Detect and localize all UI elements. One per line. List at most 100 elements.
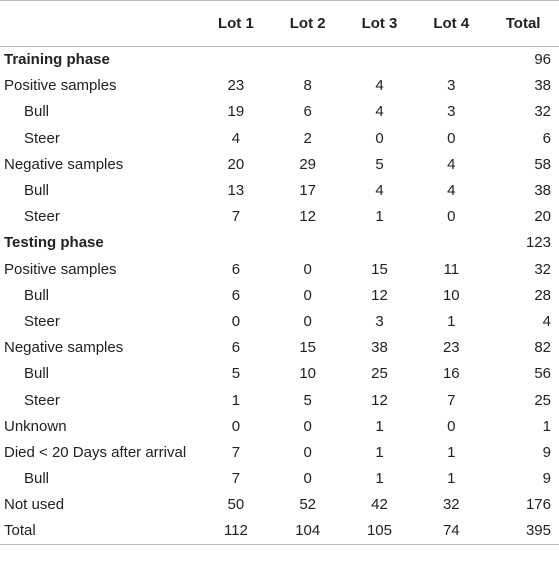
header-total: Total [487,0,559,47]
total-cell: 25 [534,391,551,409]
lot-3-cell: 1 [375,470,384,488]
table-row: Training phase 96 [0,47,559,73]
lot-2-cell: 2 [303,129,312,147]
row-label: Bull [24,182,50,200]
total-cell: 4 [542,312,551,330]
lot-4-cell: 3 [447,77,456,95]
lot-3-cell: 4 [375,77,384,95]
lot-1-cell: 20 [227,155,245,173]
row-label: Bull [24,103,50,121]
lot-2-cell [272,230,344,256]
lot-3-cell: 5 [375,155,384,173]
total-cell: 176 [525,496,551,514]
lot-4-cell: 16 [442,365,460,383]
table-row: Negative samples 20 29 5 4 58 [0,151,559,177]
total-cell: 58 [534,155,551,173]
lot-4-cell: 0 [447,208,456,226]
lot-2-cell: 0 [303,443,312,461]
row-label: Not used [4,496,65,514]
table-row: Unknown 0 0 1 0 1 [0,413,559,439]
table-row: Bull 19 6 4 3 32 [0,99,559,125]
row-label: Positive samples [4,77,117,95]
lot-3-cell: 15 [371,260,388,278]
lot-2-cell: 17 [299,182,317,200]
lot-4-cell: 7 [447,391,456,409]
lot-1-cell: 112 [200,517,272,545]
lot-2-cell: 8 [303,77,312,95]
section-label: Training phase [4,51,110,69]
lot-1-cell: 6 [231,260,241,278]
lot-4-cell: 1 [447,470,456,488]
lot-3-cell: 3 [375,312,384,330]
total-cell: 96 [534,51,551,69]
lot-1-cell: 23 [227,77,245,95]
lot-3-cell: 1 [375,443,384,461]
lot-3-cell: 25 [371,365,388,383]
table-row: Total 112 104 105 74 395 [0,517,559,545]
row-label: Steer [24,312,60,330]
lot-3-cell: 42 [371,496,388,514]
table-row: Steer 7 12 1 0 20 [0,204,559,230]
table-row: Positive samples 23 8 4 3 38 [0,73,559,99]
total-cell: 6 [542,129,551,147]
lot-2-cell: 0 [303,286,312,304]
lot-1-cell: 13 [227,182,245,200]
row-label: Negative samples [4,339,124,357]
lot-4-cell: 0 [447,417,456,435]
lot-3-cell: 1 [375,417,384,435]
lot-3-cell: 12 [371,391,388,409]
lot-4-cell: 4 [447,182,456,200]
table-body: Training phase 96 Positive samples 23 8 4 3 38 B… [0,47,559,545]
total-cell: 56 [534,365,551,383]
row-label: Bull [24,286,50,304]
header-lot-3: Lot 3 [343,0,416,47]
row-label: Positive samples [4,260,117,278]
lot-1-cell: 0 [231,312,241,330]
table-row: Steer 1 5 12 7 25 [0,387,559,413]
total-cell: 395 [487,517,559,545]
total-cell: 28 [534,286,551,304]
header-label [0,0,200,47]
header-lot-2: Lot 2 [271,0,344,47]
table-row: Bull 6 0 12 10 28 [0,282,559,308]
header-row: Lot 1 Lot 2 Lot 3 Lot 4 Total [0,0,559,47]
lot-1-cell: 7 [231,470,241,488]
lot-4-cell: 4 [447,155,456,173]
lot-2-cell [272,47,344,73]
total-cell: 38 [534,182,551,200]
row-label: Unknown [4,417,67,435]
total-cell: 32 [534,260,551,278]
header-lot-4: Lot 4 [415,0,488,47]
lot-1-cell: 0 [231,417,241,435]
section-label: Testing phase [4,234,104,252]
total-cell: 1 [542,417,551,435]
table-row: Bull 7 0 1 1 9 [0,466,559,492]
header-lot-1: Lot 1 [200,0,272,47]
lot-1-cell: 6 [231,286,241,304]
lot-4-cell: 0 [447,129,456,147]
total-cell: 82 [534,339,551,357]
row-label: Total [0,517,200,545]
table-row: Died < 20 Days after arrival 7 0 1 1 9 [0,439,559,465]
data-table: Lot 1 Lot 2 Lot 3 Lot 4 Total Training p… [0,0,559,545]
lot-4-cell [415,47,487,73]
lot-2-cell: 15 [299,339,317,357]
lot-3-cell [344,230,416,256]
lot-1-cell: 4 [231,129,241,147]
lot-2-cell: 5 [303,391,312,409]
row-label: Steer [24,208,60,226]
lot-3-cell: 4 [375,182,384,200]
lot-2-cell: 0 [303,260,312,278]
total-cell: 32 [534,103,551,121]
lot-2-cell: 0 [303,417,312,435]
table-row: Bull 13 17 4 4 38 [0,177,559,203]
lot-2-cell: 12 [299,208,317,226]
total-cell: 20 [534,208,551,226]
lot-3-cell: 4 [375,103,384,121]
table-row: Steer 0 0 3 1 4 [0,308,559,334]
lot-2-cell: 6 [303,103,312,121]
lot-4-cell: 10 [442,286,460,304]
lot-4-cell [415,230,487,256]
table-row: Positive samples 6 0 15 11 32 [0,256,559,282]
lot-2-cell: 29 [299,155,317,173]
